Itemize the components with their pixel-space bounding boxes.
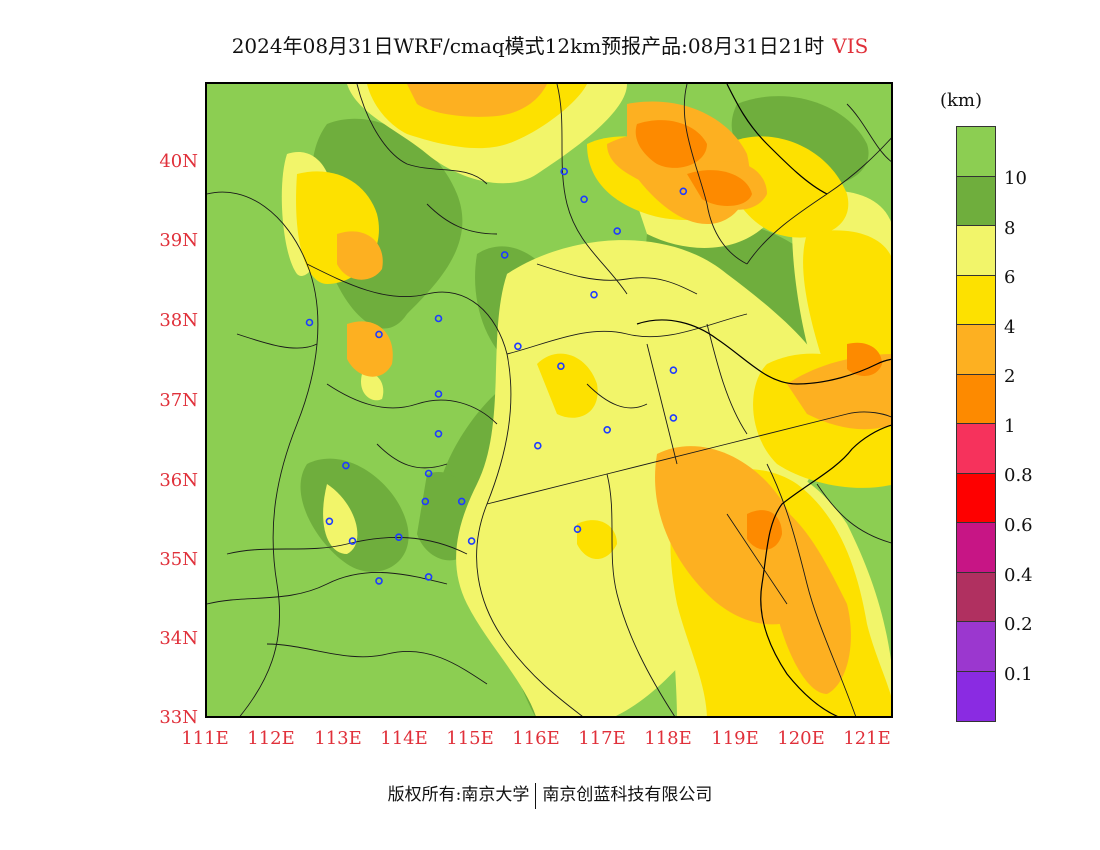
lon-label-111: 111E (181, 728, 229, 749)
field-orange (635, 120, 882, 550)
lat-label-35: 35N (159, 549, 198, 570)
station-marker (603, 425, 612, 434)
lat-label-39: 39N (159, 230, 198, 251)
station-marker (514, 342, 522, 351)
colorbar-label-1: 1 (1004, 416, 1016, 437)
station-marker (348, 537, 357, 545)
station-marker (375, 577, 383, 585)
copyright-left: 版权所有:南京大学 (387, 785, 530, 805)
footer-divider (535, 782, 537, 809)
station-marker (573, 525, 582, 534)
lon-label-117: 117E (578, 728, 626, 749)
colorbar-swatch (957, 176, 995, 226)
colorbar-label-0-6: 0.6 (1004, 515, 1033, 536)
colorbar-label-6: 6 (1004, 267, 1016, 288)
station-marker (500, 251, 509, 259)
colorbar-swatch (957, 523, 995, 573)
lon-label-114: 114E (380, 728, 428, 749)
station-marker (424, 573, 433, 581)
lon-label-121: 121E (843, 728, 891, 749)
lat-label-38: 38N (159, 310, 198, 331)
station-marker (421, 497, 430, 506)
colorbar-swatch (957, 572, 995, 622)
lon-label-119: 119E (711, 728, 759, 749)
station-marker (669, 366, 678, 375)
colorbar-label-10: 10 (1004, 168, 1027, 189)
station-marker (467, 537, 476, 545)
copyright-right: 南京创蓝科技有限公司 (542, 785, 713, 805)
colorbar-label-2: 2 (1004, 366, 1016, 387)
lon-label-112: 112E (247, 728, 295, 749)
colorbar-swatch (957, 671, 995, 721)
lat-label-34: 34N (159, 628, 198, 649)
station-marker (434, 314, 443, 323)
station-marker (342, 461, 350, 470)
colorbar-label-0-4: 0.4 (1004, 565, 1033, 586)
station-marker (580, 195, 588, 204)
colorbar-label-0-1: 0.1 (1004, 664, 1033, 685)
station-markers (305, 167, 688, 585)
title-text: 2024年08月31日WRF/cmaq模式12km预报产品:08月31日21时 (231, 34, 825, 58)
station-marker (457, 497, 466, 506)
lon-label-113: 113E (314, 728, 362, 749)
station-marker (557, 362, 565, 371)
colorbar-swatch (957, 424, 995, 474)
colorbar-swatch (957, 275, 995, 325)
station-marker (434, 390, 443, 398)
colorbar-swatch (957, 473, 995, 523)
lon-label-120: 120E (777, 728, 825, 749)
coastline (636, 84, 891, 716)
copyright-footer: 版权所有:南京大学 南京创蓝科技有限公司 (0, 780, 1100, 809)
map-title: 2024年08月31日WRF/cmaq模式12km预报产品:08月31日21时 V… (0, 30, 1100, 59)
colorbar-label-0-2: 0.2 (1004, 614, 1033, 635)
colorbar-swatch (957, 325, 995, 375)
station-marker (375, 330, 383, 339)
station-marker (395, 533, 403, 542)
colorbar-swatch (957, 374, 995, 424)
title-variable: VIS (832, 34, 869, 58)
colorbar-label-0-8: 0.8 (1004, 465, 1033, 486)
colorbar-swatch (957, 127, 995, 177)
station-marker (305, 318, 314, 327)
station-marker (533, 441, 542, 450)
lat-label-36: 36N (159, 470, 198, 491)
colorbar (956, 126, 996, 722)
admin-boundaries (207, 84, 891, 716)
station-marker (679, 187, 688, 196)
colorbar-swatch (957, 622, 995, 672)
station-marker (560, 167, 569, 176)
station-marker (424, 469, 433, 478)
lat-label-40: 40N (159, 151, 198, 172)
colorbar-swatch (957, 226, 995, 276)
map-canvas (207, 84, 891, 716)
lon-label-115: 115E (446, 728, 494, 749)
station-marker (613, 227, 622, 235)
station-marker (669, 414, 678, 422)
colorbar-label-4: 4 (1004, 317, 1016, 338)
colorbar-unit: (km) (940, 90, 983, 111)
station-marker (325, 517, 334, 526)
station-marker (590, 290, 598, 299)
visibility-map (205, 82, 893, 718)
station-marker (434, 429, 443, 438)
colorbar-label-8: 8 (1004, 218, 1016, 239)
lat-label-33: 33N (159, 707, 198, 728)
lat-label-37: 37N (159, 390, 198, 411)
lon-label-118: 118E (644, 728, 692, 749)
lon-label-116: 116E (512, 728, 560, 749)
